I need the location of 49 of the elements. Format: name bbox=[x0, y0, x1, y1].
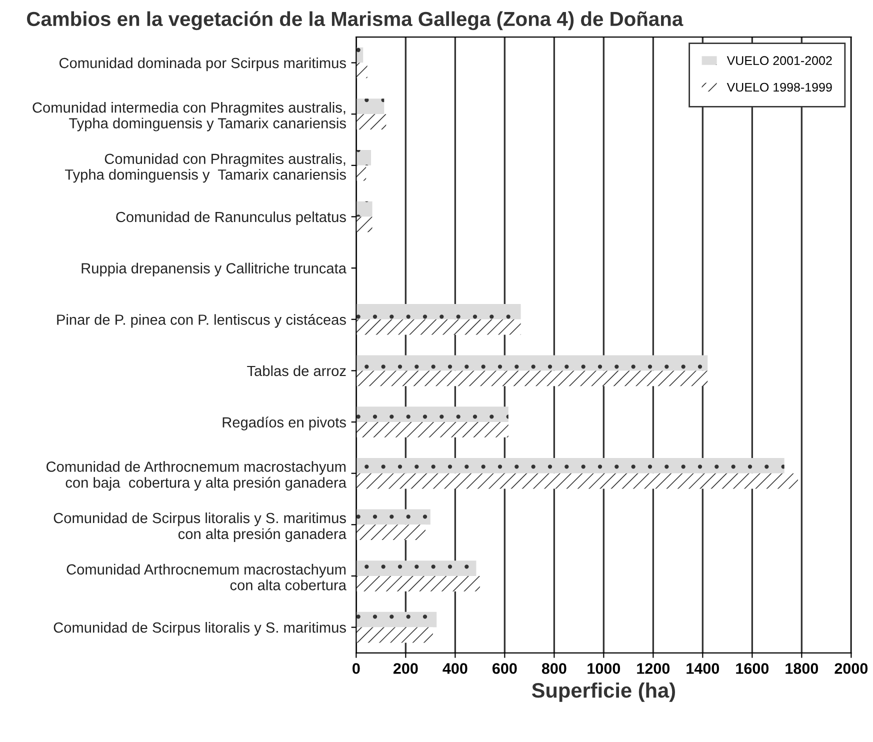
x-tick-label: 1200 bbox=[637, 663, 670, 674]
bar bbox=[356, 165, 366, 181]
bar bbox=[356, 473, 798, 489]
bar bbox=[356, 201, 372, 217]
bar bbox=[356, 422, 508, 438]
y-tick-label: Comunidad dominada por Scirpus maritimus bbox=[59, 57, 346, 72]
bar bbox=[356, 406, 508, 422]
y-tick-label: Comunidad de Arthrocnemum macrostachyum con baja cobertura y alta presión ganadera bbox=[46, 461, 346, 491]
x-tick-label: 800 bbox=[542, 663, 566, 674]
x-tick-label: 0 bbox=[352, 663, 360, 674]
bar bbox=[356, 216, 372, 232]
bar bbox=[356, 509, 430, 525]
bar bbox=[356, 458, 784, 474]
y-tick-label: Comunidad de Ranunculus peltatus bbox=[116, 211, 346, 226]
bar bbox=[356, 114, 386, 130]
bar bbox=[356, 304, 521, 320]
x-tick-label: 1400 bbox=[686, 663, 720, 674]
y-tick-label: Pinar de P. pinea con P. lentiscus y cistáceas bbox=[57, 314, 346, 328]
y-tick-label: Regadíos en pivots bbox=[222, 416, 346, 430]
y-tick-label: Comunidad intermedia con Phragmites australis, Typha dominguensis y Tamarix canariensis bbox=[32, 102, 346, 132]
bar bbox=[356, 98, 384, 114]
x-tick-label: 1600 bbox=[736, 663, 769, 674]
bar bbox=[356, 524, 426, 540]
y-tick-label: Tablas de arroz bbox=[247, 365, 346, 376]
x-tick-label: 400 bbox=[442, 663, 468, 674]
bar bbox=[356, 370, 708, 386]
legend-label: VUELO 1998-1999 bbox=[726, 82, 832, 92]
bar bbox=[356, 47, 364, 63]
x-tick-label: 2000 bbox=[834, 663, 868, 674]
bar bbox=[356, 355, 708, 371]
bar bbox=[356, 150, 372, 166]
x-tick-label: 200 bbox=[393, 663, 418, 674]
bar bbox=[356, 560, 476, 576]
bar bbox=[356, 319, 521, 335]
bar bbox=[356, 62, 368, 78]
x-axis-title: Superficie (ha) bbox=[532, 682, 675, 702]
x-tick-label: 600 bbox=[492, 663, 517, 674]
chart-title: Cambios en la vegetación de la Marisma Gallega (Zona 4) de Doñana bbox=[27, 11, 684, 30]
y-tick-label: Comunidad Arthrocnemum macrostachyum con alta cobertura bbox=[66, 564, 346, 590]
bar bbox=[356, 612, 437, 628]
bar bbox=[356, 576, 480, 592]
y-tick-label: Comunidad con Phragmites australis, Typha dominguensis y Tamarix canariensis bbox=[64, 153, 346, 183]
x-tick-label: 1000 bbox=[588, 663, 620, 674]
y-tick-label: Ruppia drepanensis y Callitriche truncata bbox=[82, 262, 346, 276]
bar bbox=[356, 627, 433, 643]
legend-label: VUELO 2001-2002 bbox=[726, 56, 832, 66]
x-tick-label: 1800 bbox=[786, 663, 818, 674]
y-tick-label: Comunidad de Scirpus litoralis y S. maritimus con alta presión ganadera bbox=[54, 512, 346, 542]
y-tick-label: Comunidad de Scirpus litoralis y S. maritimus bbox=[54, 622, 346, 636]
